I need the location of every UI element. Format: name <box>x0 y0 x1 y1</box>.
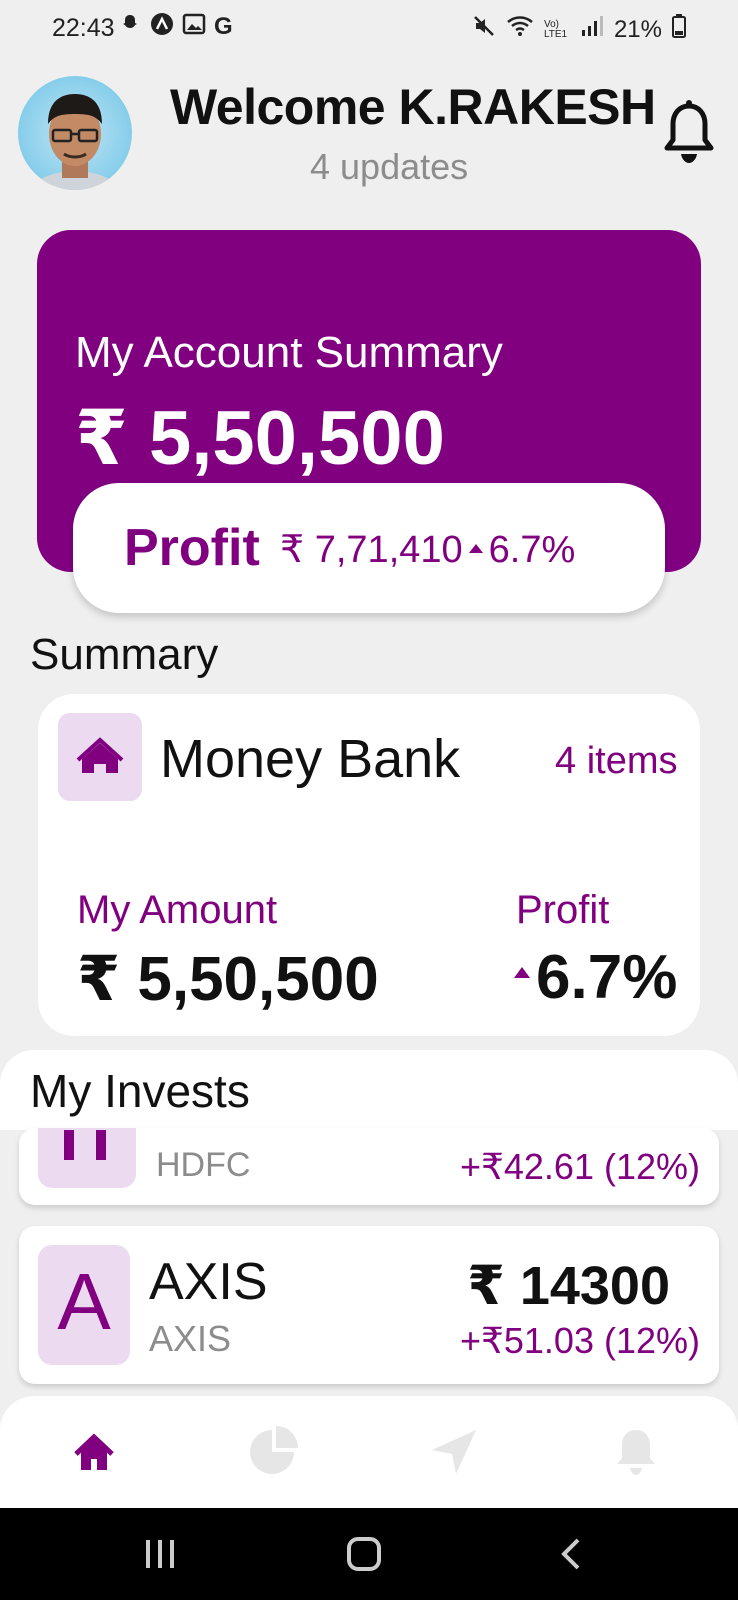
notification-bell-icon[interactable] <box>664 100 714 168</box>
profit-label: Profit <box>124 519 260 577</box>
bank-name: Money Bank <box>160 729 461 789</box>
gallery-icon <box>182 12 206 42</box>
account-summary-amount: ₹ 5,50,500 <box>75 396 445 481</box>
home-button-icon[interactable] <box>346 1536 382 1577</box>
bank-items-count[interactable]: 4 items <box>555 740 678 782</box>
invest-price: ₹ 14300 <box>467 1256 670 1316</box>
invest-change: +₹42.61 (12%) <box>459 1146 700 1187</box>
hdfc-letter-part <box>64 1130 74 1160</box>
updates-count[interactable]: 4 updates <box>310 146 469 187</box>
profit-amount: ₹ 7,71,410 <box>280 529 463 571</box>
battery-icon <box>672 14 686 45</box>
signal-icon <box>580 14 604 45</box>
my-amount-label: My Amount <box>77 888 278 932</box>
recent-apps-icon[interactable] <box>142 1536 178 1577</box>
home-icon <box>76 737 124 773</box>
hdfc-letter-part <box>96 1130 106 1160</box>
status-time: 22:43 <box>52 14 115 42</box>
status-system-icons: Vo) LTE1 21% <box>472 14 686 45</box>
axis-icon-box <box>38 1245 130 1365</box>
google-icon: G <box>214 13 233 40</box>
money-bank-card[interactable] <box>38 694 700 1036</box>
invests-header <box>0 1050 738 1130</box>
mute-icon <box>472 14 496 45</box>
invest-name: AXIS <box>149 1253 268 1311</box>
bank-profit-percent: 6.7% <box>536 943 678 1012</box>
profit-change: 6.7% <box>488 529 576 571</box>
axis-letter: A <box>57 1257 111 1346</box>
app-notification-icon <box>150 12 174 42</box>
invest-row-axis[interactable] <box>19 1226 719 1384</box>
invest-change: +₹51.03 (12%) <box>459 1320 700 1361</box>
up-arrow-icon <box>514 967 530 979</box>
summary-heading: Summary <box>30 630 219 679</box>
welcome-title: Welcome K.RAKESH <box>170 79 656 135</box>
account-summary-title: My Account Summary <box>75 328 503 377</box>
system-nav-bar <box>0 1508 738 1600</box>
avatar[interactable] <box>18 76 132 190</box>
wifi-icon <box>506 14 534 45</box>
snapchat-icon <box>118 12 142 42</box>
nav-home-icon[interactable] <box>66 1424 122 1480</box>
my-amount-value: ₹ 5,50,500 <box>77 945 379 1014</box>
back-button-icon[interactable] <box>554 1536 590 1577</box>
status-notification-icons: G <box>118 12 233 42</box>
invest-subtitle: AXIS <box>149 1318 232 1359</box>
hdfc-icon-box <box>38 1128 136 1188</box>
network-label: Vo) LTE1 <box>543 18 568 40</box>
bank-profit-label: Profit <box>516 888 610 932</box>
up-arrow-icon <box>468 544 483 554</box>
invests-title: My Invests <box>30 1065 250 1117</box>
bank-profit-value: 6.7% <box>514 942 677 1013</box>
battery-text: 21% <box>613 15 662 43</box>
bank-icon-box <box>58 713 142 801</box>
profit-pill[interactable] <box>73 483 665 613</box>
nav-pie-chart-icon[interactable] <box>246 1424 302 1480</box>
bottom-nav <box>0 1396 738 1508</box>
profit-value: ₹ 7,71,410 6.7% <box>280 527 575 572</box>
invest-name: HDFC <box>156 1146 251 1184</box>
nav-navigation-icon[interactable] <box>426 1424 482 1480</box>
nav-bell-icon[interactable] <box>608 1424 664 1480</box>
